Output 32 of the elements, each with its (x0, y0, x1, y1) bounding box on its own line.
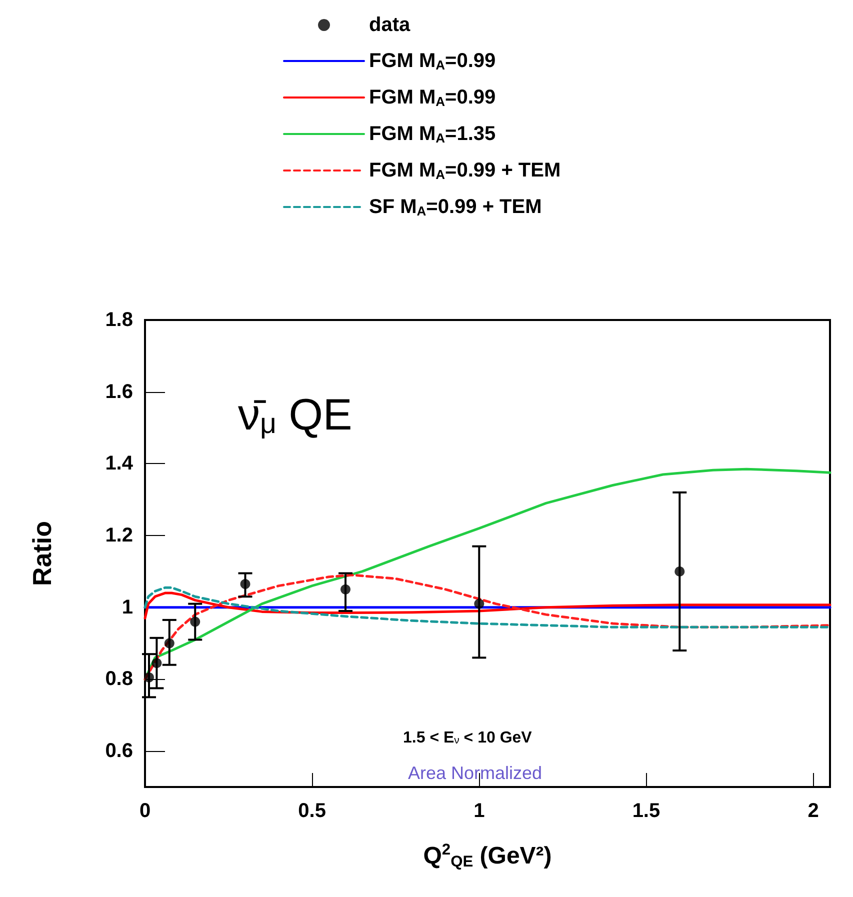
point (144, 672, 154, 682)
line-series (144, 586, 832, 628)
legend-label: FGM MA=0.99 (369, 50, 496, 72)
point (340, 584, 350, 594)
x-tick-label: 0.5 (298, 800, 326, 822)
y-tick-label: 1.8 (105, 309, 133, 331)
legend-label: FGM MA=1.35 (369, 123, 496, 146)
y-tick-label: 1 (122, 596, 133, 618)
y-tick-label: 1.2 (105, 524, 133, 547)
line-series (144, 592, 832, 620)
legend-label: data (369, 14, 411, 36)
y-tick-label: 1.6 (105, 380, 133, 403)
annotation: ν̄μ QE (238, 390, 352, 440)
y-axis-title: Ratio (27, 521, 57, 586)
x-tick-label: 1 (474, 800, 485, 822)
annotation: Area Normalized (408, 763, 542, 783)
legend-label: SF MA=0.99 + TEM (369, 196, 542, 218)
y-tick-label: 0.8 (105, 668, 133, 690)
point (474, 598, 484, 609)
x-tick-label: 2 (808, 800, 819, 822)
x-tick-label: 0 (139, 800, 151, 822)
y-tick-label: 0.6 (105, 740, 133, 762)
annotation: 1.5 < Eν < 10 GeV (403, 730, 532, 747)
point (152, 658, 162, 668)
legend-label: FGM MA=0.99 (369, 86, 496, 109)
point (190, 616, 200, 627)
point (674, 566, 685, 576)
y-tick-label: 1.4 (105, 452, 134, 475)
legend-label: FGM MA=0.99 + TEM (369, 160, 561, 182)
point (164, 638, 174, 648)
x-tick-label: 1.5 (632, 800, 660, 822)
point (240, 579, 250, 590)
